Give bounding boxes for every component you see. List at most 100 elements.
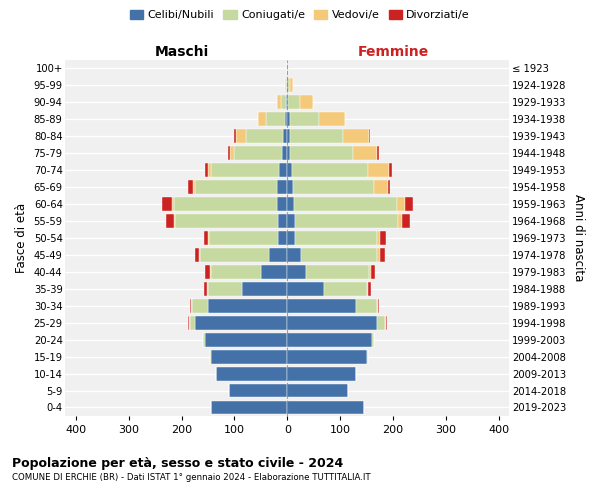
Bar (292, 163, 368, 177)
Bar (211, 350, 287, 364)
Bar (353, 146, 377, 160)
Text: Femmine: Femmine (358, 45, 428, 59)
Bar (287, 332, 372, 346)
Text: Popolazione per età, sesso e stato civile - 2024: Popolazione per età, sesso e stato civil… (12, 458, 343, 470)
Bar (235, 130, 236, 143)
Bar (286, 96, 287, 110)
Bar (261, 265, 287, 279)
Bar (377, 316, 385, 330)
Bar (282, 146, 287, 160)
Bar (388, 180, 391, 194)
Bar (284, 112, 287, 126)
Bar (209, 265, 211, 279)
Bar (293, 180, 374, 194)
Bar (208, 163, 211, 177)
Bar (380, 231, 386, 245)
Bar (377, 146, 379, 160)
Bar (278, 214, 287, 228)
Bar (286, 78, 287, 92)
Bar (319, 112, 346, 126)
Bar (188, 316, 189, 330)
Text: Maschi: Maschi (155, 45, 209, 59)
Bar (301, 248, 377, 262)
Bar (166, 214, 174, 228)
Bar (287, 180, 293, 194)
Bar (269, 248, 287, 262)
Bar (203, 332, 205, 346)
Bar (368, 282, 371, 296)
Bar (200, 248, 269, 262)
Bar (287, 248, 301, 262)
Bar (377, 231, 380, 245)
Bar (293, 197, 397, 211)
Bar (287, 146, 290, 160)
Bar (211, 400, 287, 414)
Bar (209, 350, 211, 364)
Bar (372, 332, 374, 346)
Bar (380, 248, 385, 262)
Bar (277, 96, 281, 110)
Bar (378, 299, 379, 312)
Bar (289, 96, 300, 110)
Bar (369, 130, 370, 143)
Bar (236, 130, 246, 143)
Text: COMUNE DI ERCHIE (BR) - Dati ISTAT 1° gennaio 2024 - Elaborazione TUTTITALIA.IT: COMUNE DI ERCHIE (BR) - Dati ISTAT 1° ge… (12, 472, 371, 482)
Bar (229, 384, 287, 398)
Bar (290, 112, 319, 126)
Y-axis label: Anni di nascita: Anni di nascita (572, 194, 585, 282)
Bar (284, 78, 286, 92)
Bar (258, 112, 266, 126)
Bar (356, 299, 377, 312)
Bar (199, 248, 200, 262)
Bar (277, 197, 287, 211)
Bar (287, 96, 289, 110)
Bar (188, 180, 193, 194)
Bar (287, 112, 290, 126)
Bar (235, 146, 282, 160)
Bar (195, 180, 277, 194)
Bar (227, 146, 230, 160)
Bar (281, 96, 286, 110)
Bar (369, 265, 371, 279)
Bar (161, 197, 172, 211)
Bar (205, 265, 209, 279)
Bar (195, 248, 199, 262)
Bar (290, 146, 353, 160)
Bar (290, 130, 343, 143)
Bar (287, 197, 293, 211)
Bar (175, 214, 278, 228)
Bar (287, 350, 367, 364)
Bar (174, 214, 175, 228)
Bar (230, 146, 235, 160)
Bar (367, 350, 368, 364)
Bar (246, 130, 283, 143)
Bar (207, 282, 208, 296)
Bar (287, 400, 364, 414)
Bar (385, 316, 386, 330)
Bar (209, 231, 278, 245)
Bar (287, 366, 356, 380)
Bar (386, 316, 387, 330)
Bar (287, 231, 295, 245)
Bar (377, 248, 380, 262)
Bar (266, 112, 284, 126)
Bar (205, 332, 287, 346)
Bar (295, 214, 398, 228)
Bar (287, 384, 348, 398)
Bar (389, 163, 392, 177)
Bar (288, 78, 290, 92)
Bar (324, 282, 367, 296)
Bar (277, 180, 287, 194)
Bar (343, 130, 369, 143)
Bar (404, 197, 413, 211)
Bar (195, 316, 287, 330)
Bar (191, 299, 192, 312)
Bar (208, 282, 242, 296)
Bar (374, 180, 388, 194)
Bar (397, 197, 404, 211)
Bar (287, 214, 295, 228)
Legend: Celibi/Nubili, Coniugati/e, Vedovi/e, Divorziati/e: Celibi/Nubili, Coniugati/e, Vedovi/e, Di… (125, 6, 475, 25)
Bar (242, 282, 287, 296)
Bar (192, 299, 208, 312)
Bar (280, 163, 287, 177)
